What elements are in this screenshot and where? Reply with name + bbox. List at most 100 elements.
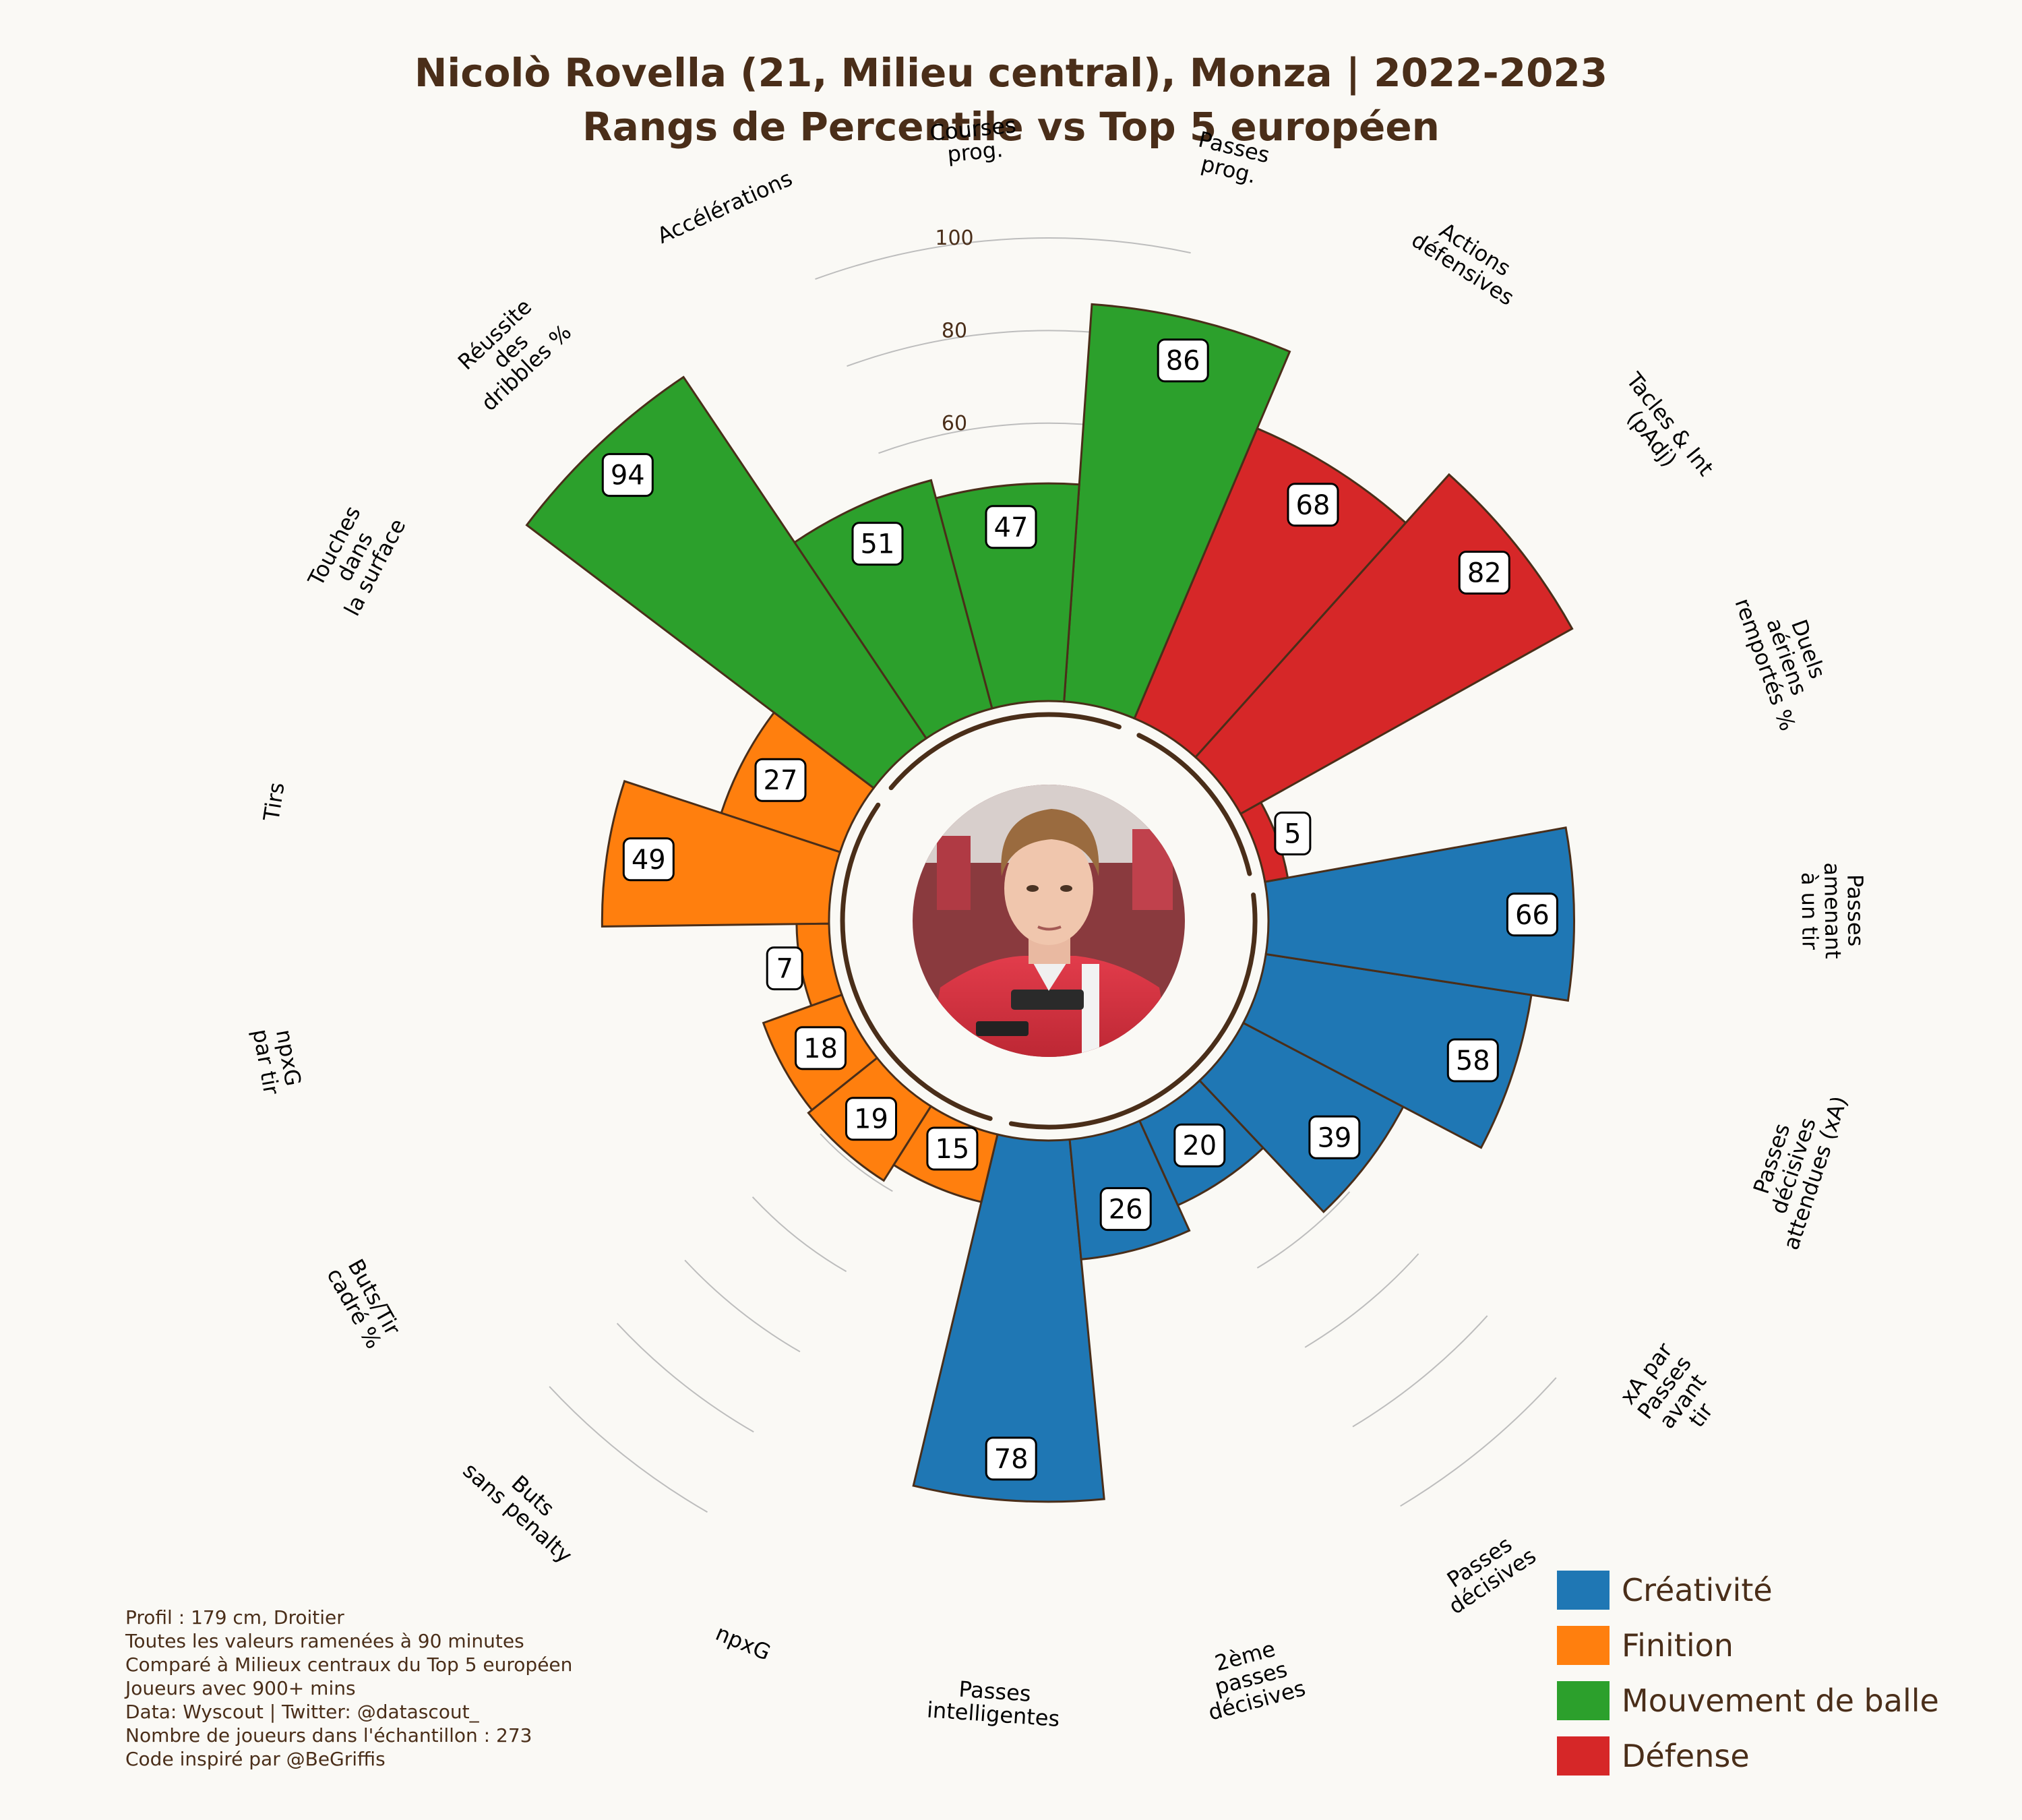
value-label-box bbox=[926, 1126, 979, 1171]
category-label: 2èmepassesdécisives bbox=[1194, 1631, 1308, 1726]
value-label: 27 bbox=[764, 765, 798, 796]
value-label: 20 bbox=[1182, 1130, 1217, 1161]
category-label: Actionsdéfensives bbox=[1407, 208, 1531, 311]
value-label: 47 bbox=[994, 512, 1029, 543]
value-label-box bbox=[1506, 892, 1558, 937]
legend-swatch bbox=[1557, 1626, 1610, 1665]
category-label: Tacles & Int(pAdj) bbox=[1603, 367, 1719, 495]
grid-arc bbox=[549, 1386, 708, 1513]
value-label: 68 bbox=[1296, 490, 1330, 521]
value-label: 26 bbox=[1109, 1194, 1143, 1225]
footnote-line: Joueurs avec 900+ mins bbox=[125, 1677, 356, 1699]
category-label: Passesdécisives bbox=[1431, 1523, 1541, 1620]
chart-title-line2: Rangs de Percentile vs Top 5 européen bbox=[582, 104, 1440, 150]
category-label-text: npxGpar tir bbox=[247, 1023, 307, 1097]
tick-label: 100 bbox=[935, 226, 973, 250]
value-label: 39 bbox=[1317, 1122, 1351, 1153]
category-label-text: Touchesdansla surface bbox=[299, 493, 411, 620]
value-label: 15 bbox=[935, 1134, 969, 1165]
tick-label: 60 bbox=[942, 412, 967, 435]
category-label: xA parPassesavanttir bbox=[1615, 1337, 1719, 1433]
bar bbox=[601, 780, 842, 928]
legend-item-mouvement: Mouvement de balle bbox=[1557, 1673, 1939, 1728]
bar bbox=[793, 479, 993, 740]
grid-arc bbox=[684, 1259, 801, 1353]
category-label: Passesintelligentes bbox=[926, 1676, 1060, 1732]
group-arc bbox=[888, 712, 1122, 791]
value-label-box bbox=[985, 505, 1037, 549]
legend: Créativité Finition Mouvement de balle D… bbox=[1557, 1563, 1939, 1784]
category-label-text: Tacles & Int(pAdj) bbox=[1603, 367, 1719, 495]
category-label-text: Tirs bbox=[258, 781, 289, 823]
category-label: npxGpar tir bbox=[247, 1023, 307, 1097]
grid-arc bbox=[1256, 1191, 1351, 1269]
category-label: Tirs bbox=[258, 781, 289, 823]
category-label-text: Réussitedesdribbles % bbox=[445, 286, 576, 416]
bar bbox=[934, 482, 1080, 710]
grid-arc bbox=[752, 1196, 847, 1273]
grid-arc bbox=[1352, 1315, 1488, 1428]
legend-swatch bbox=[1557, 1681, 1610, 1720]
category-label-text: Duelsaériensremportés % bbox=[1729, 580, 1843, 735]
bar bbox=[795, 922, 844, 1007]
grid-arc bbox=[616, 1323, 754, 1433]
footnote-line: Profil : 179 cm, Droitier bbox=[125, 1606, 344, 1629]
value-label: 86 bbox=[1166, 346, 1200, 377]
value-label-box bbox=[845, 1097, 897, 1141]
category-label: Accélérations bbox=[653, 165, 796, 249]
grid-arc bbox=[815, 237, 1191, 280]
footnote: Profil : 179 cm, Droitier Toutes les val… bbox=[125, 1606, 572, 1771]
bar bbox=[1264, 826, 1575, 1002]
value-label-box bbox=[1287, 483, 1339, 527]
value-label: 19 bbox=[854, 1104, 888, 1135]
player-photo bbox=[913, 785, 1185, 1057]
category-label-text: 2èmepassesdécisives bbox=[1194, 1631, 1308, 1725]
value-label: 78 bbox=[994, 1444, 1029, 1475]
value-label-box bbox=[1274, 812, 1312, 855]
legend-item-finition: Finition bbox=[1557, 1618, 1939, 1673]
category-label: Passesprog. bbox=[1190, 126, 1272, 190]
value-label-box bbox=[601, 453, 654, 497]
value-label-box bbox=[985, 1436, 1037, 1481]
chart-title: Nicolò Rovella (21, Milieu central), Mon… bbox=[0, 46, 2022, 154]
footnote-line: Toutes les valeurs ramenées à 90 minutes bbox=[125, 1630, 524, 1652]
grid-arc bbox=[820, 1133, 893, 1192]
footnote-line: Nombre de joueurs dans l'échantillon : 2… bbox=[125, 1724, 532, 1747]
legend-label: Finition bbox=[1622, 1627, 1734, 1664]
value-label: 82 bbox=[1467, 558, 1502, 589]
category-label: Butssans penalty bbox=[458, 1440, 593, 1569]
legend-item-creativite: Créativité bbox=[1557, 1563, 1939, 1618]
category-label-text: Butssans penalty bbox=[458, 1440, 593, 1569]
category-label: Réussitedesdribbles % bbox=[445, 286, 576, 416]
bar bbox=[1242, 952, 1533, 1149]
category-label-text: Accélérations bbox=[653, 165, 796, 249]
category-label-text: Coursesprog. bbox=[929, 112, 1020, 169]
category-label-text: Passesdécisives bbox=[1431, 1523, 1540, 1619]
group-arc bbox=[1136, 733, 1252, 876]
value-label-box bbox=[795, 1026, 847, 1070]
legend-label: Créativité bbox=[1622, 1572, 1773, 1608]
value-label: 66 bbox=[1515, 900, 1550, 931]
category-label: Passesamenantà un tir bbox=[1796, 862, 1868, 959]
category-label-text: Passesdécisivesattendues (xA) bbox=[1734, 1079, 1852, 1253]
value-label: 7 bbox=[776, 954, 793, 985]
footnote-line: Comparé à Milieux centraux du Top 5 euro… bbox=[125, 1654, 573, 1676]
legend-swatch bbox=[1557, 1571, 1610, 1610]
category-label: Duelsaériensremportés % bbox=[1729, 580, 1843, 735]
category-label: Touchesdansla surface bbox=[299, 493, 411, 620]
group-arc bbox=[1008, 892, 1258, 1130]
category-label: Buts/Tircadré % bbox=[321, 1254, 406, 1353]
legend-label: Défense bbox=[1622, 1738, 1750, 1774]
category-label-text: Actionsdéfensives bbox=[1407, 208, 1531, 311]
value-label-box bbox=[1308, 1115, 1361, 1159]
bar bbox=[912, 1133, 1105, 1503]
category-label-text: npxG bbox=[712, 1620, 774, 1666]
value-label-box bbox=[1458, 551, 1510, 595]
value-label-box bbox=[851, 522, 904, 566]
value-label: 94 bbox=[611, 460, 645, 491]
chart-title-line1: Nicolò Rovella (21, Milieu central), Mon… bbox=[414, 50, 1608, 96]
value-label: 5 bbox=[1284, 819, 1301, 850]
category-label: Passesdécisivesattendues (xA) bbox=[1734, 1079, 1853, 1253]
category-label-text: Passesprog. bbox=[1190, 126, 1272, 190]
